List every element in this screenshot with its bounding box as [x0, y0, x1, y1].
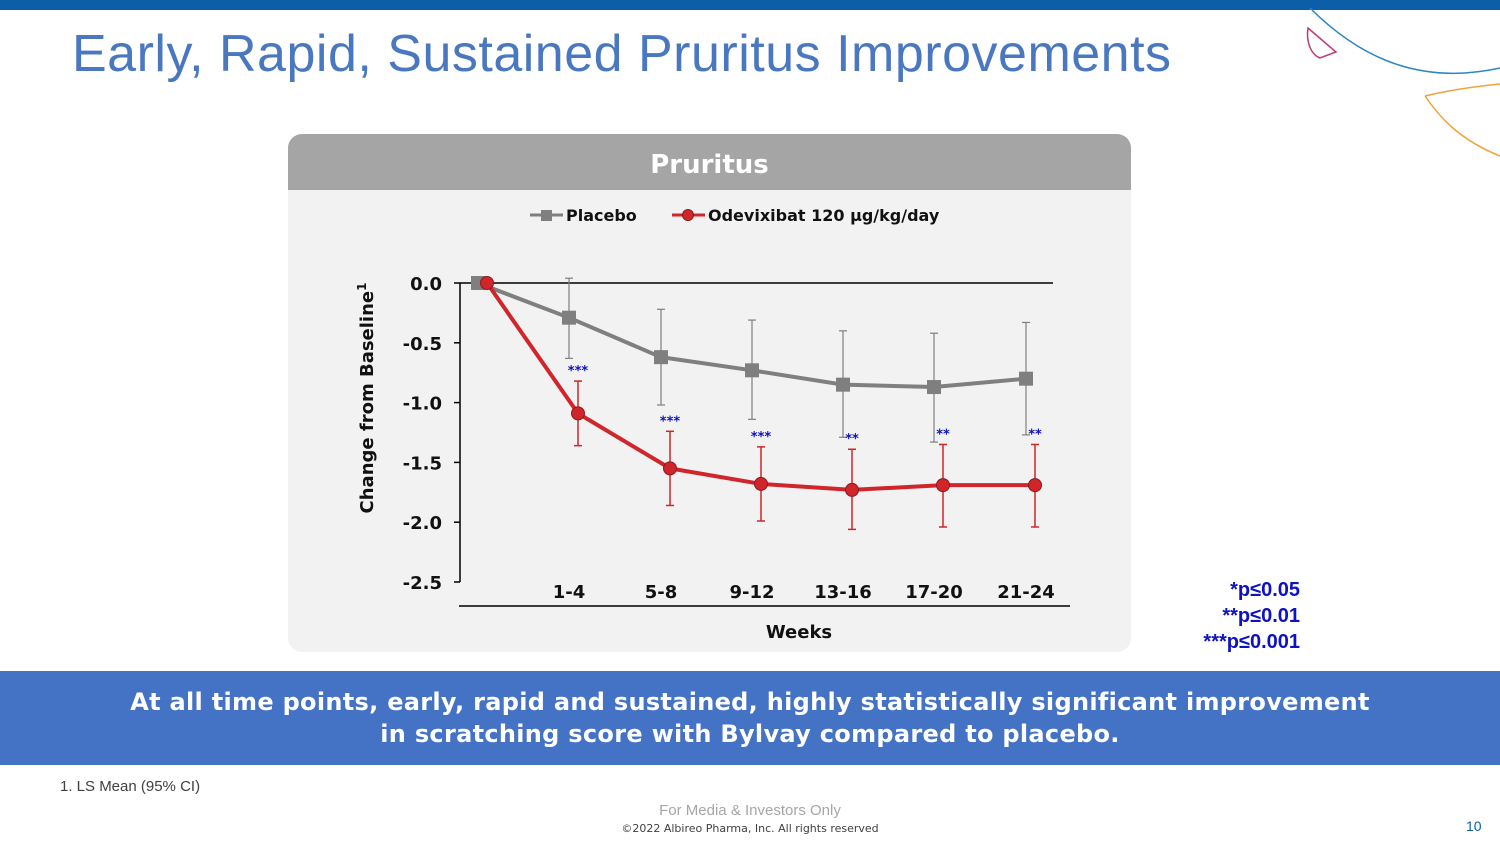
- placebo-point: [654, 350, 668, 365]
- significance-annotation: ***: [660, 414, 681, 429]
- significance-annotation: **: [845, 432, 859, 447]
- confidentiality-notice: For Media & Investors Only: [659, 802, 841, 819]
- x-tick-label: 17-20: [905, 582, 963, 603]
- odevixibat-point: [845, 482, 859, 497]
- odevixibat-point: [936, 478, 950, 493]
- y-tick-label: 0.0: [410, 274, 442, 295]
- odevixibat-point: [480, 276, 494, 290]
- y-tick-label: -2.5: [403, 573, 442, 594]
- top-accent-bar: [0, 0, 1500, 10]
- significance-annotation: ***: [751, 430, 772, 445]
- x-tick-label: 1-4: [553, 582, 586, 603]
- y-tick-label: -1.0: [403, 394, 442, 415]
- y-tick-label: -2.0: [403, 513, 442, 534]
- placebo-point: [836, 377, 850, 392]
- placebo-point: [1019, 371, 1033, 386]
- x-tick-label: 9-12: [729, 582, 774, 603]
- significance-item: ***p≤0.001: [1203, 631, 1300, 653]
- footnote: 1. LS Mean (95% CI): [60, 778, 201, 795]
- x-tick-label: 5-8: [645, 582, 678, 603]
- y-tick-label: -1.5: [403, 453, 442, 474]
- placebo-point: [745, 363, 759, 378]
- legend-label: Placebo: [566, 206, 637, 225]
- x-tick-label: 13-16: [814, 582, 872, 603]
- panel-title: Pruritus: [288, 134, 1131, 190]
- decorative-swoosh: [1306, 8, 1500, 157]
- conclusion-banner: At all time points, early, rapid and sus…: [0, 671, 1500, 765]
- legend-marker: [682, 209, 694, 221]
- x-axis-title: Weeks: [766, 622, 832, 643]
- legend-label: Odevixibat 120 µg/kg/day: [708, 206, 940, 225]
- y-axis-title: Change from Baseline1: [355, 283, 378, 514]
- significance-item: *p≤0.05: [1230, 579, 1300, 601]
- slide-title: Early, Rapid, Sustained Pruritus Improve…: [72, 25, 1172, 83]
- conclusion-line: in scratching score with Bylvay compared…: [380, 720, 1120, 748]
- placebo-point: [562, 310, 576, 325]
- pruritus-line-chart: Placebo Odevixibat 120 µg/kg/day 0.0 -0.5 -1…: [355, 206, 1070, 643]
- legend-marker: [541, 210, 552, 221]
- page-number: 10: [1466, 818, 1482, 834]
- y-tick-label: -0.5: [403, 334, 442, 355]
- significance-annotation: ***: [568, 364, 589, 379]
- chart-panel: Pruritus: [288, 134, 1131, 652]
- significance-legend: *p≤0.05 **p≤0.01 ***p≤0.001: [1150, 577, 1300, 655]
- significance-annotation: **: [936, 427, 950, 442]
- significance-annotation: **: [1028, 427, 1042, 442]
- conclusion-line: At all time points, early, rapid and sus…: [130, 688, 1370, 716]
- odevixibat-point: [1028, 478, 1042, 493]
- copyright: ©2022 Albireo Pharma, Inc. All rights re…: [621, 822, 879, 835]
- placebo-point: [927, 380, 941, 395]
- significance-item: **p≤0.01: [1222, 605, 1300, 627]
- odevixibat-point: [663, 461, 677, 476]
- x-tick-label: 21-24: [997, 582, 1055, 603]
- odevixibat-point: [571, 406, 585, 421]
- odevixibat-point: [754, 476, 768, 491]
